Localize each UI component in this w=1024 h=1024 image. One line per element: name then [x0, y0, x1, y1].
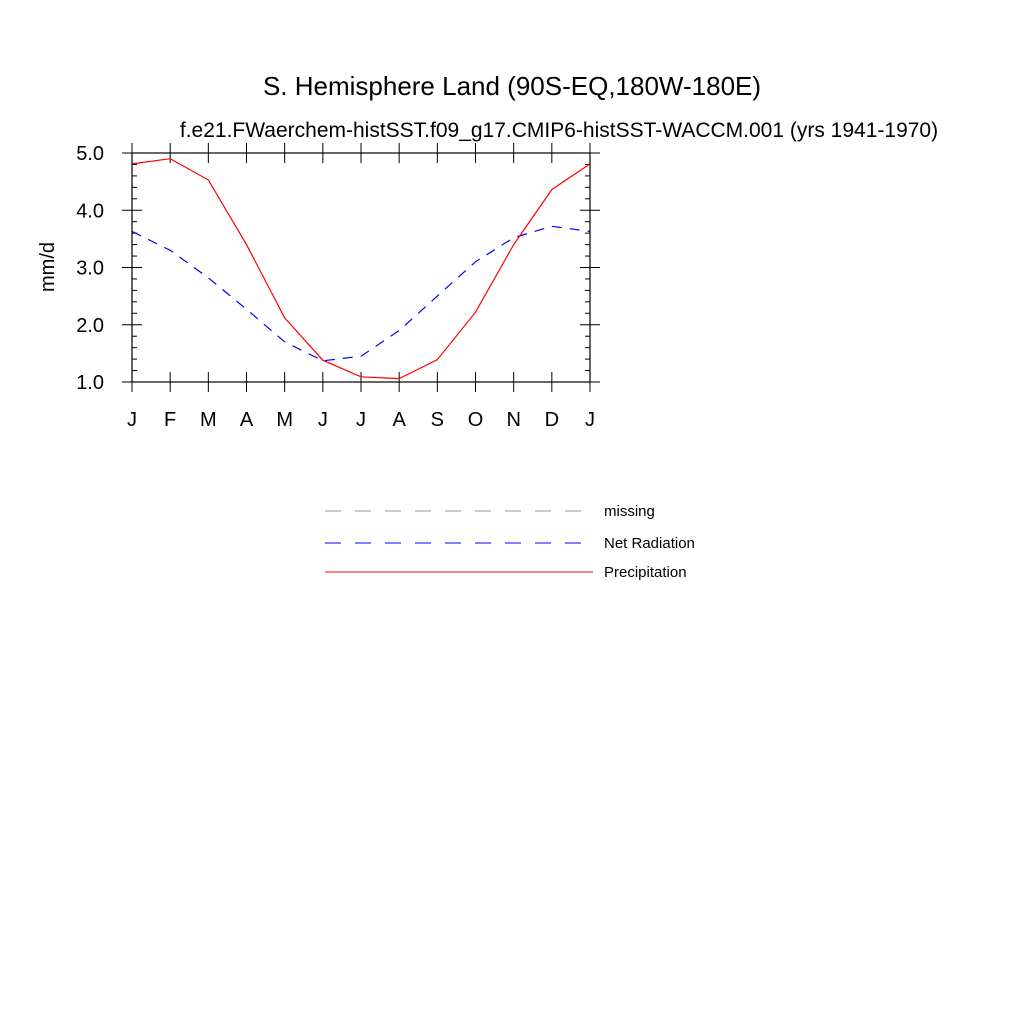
y-tick-labels: 1.0 2.0 3.0 4.0 5.0	[76, 143, 104, 394]
chart-subtitle: f.e21.FWaerchem-histSST.f09_g17.CMIP6-hi…	[180, 119, 938, 142]
chart-title: S. Hemisphere Land (90S-EQ,180W-180E)	[263, 71, 761, 101]
legend: missing Net Radiation Precipitation	[325, 503, 695, 581]
plot-frame	[131, 152, 591, 383]
x-tick-label: D	[545, 409, 559, 431]
legend-label-net-radiation: Net Radiation	[604, 535, 695, 552]
x-tick-label: S	[431, 409, 444, 431]
x-tick-label: J	[318, 409, 328, 431]
x-tick-label: N	[506, 409, 520, 431]
legend-label-missing: missing	[604, 503, 655, 520]
y-axis-label: mm/d	[37, 242, 59, 292]
x-tick-label: A	[392, 409, 406, 431]
x-tick-label: A	[240, 409, 254, 431]
axis-ticks	[122, 143, 600, 392]
legend-label-precipitation: Precipitation	[604, 564, 687, 581]
y-tick-label: 4.0	[76, 200, 104, 222]
x-tick-label: O	[468, 409, 484, 431]
y-tick-label: 3.0	[76, 258, 104, 280]
x-tick-label: J	[585, 409, 595, 431]
x-tick-label: F	[164, 409, 176, 431]
x-tick-label: M	[276, 409, 293, 431]
y-tick-label: 1.0	[76, 372, 104, 394]
y-tick-label: 2.0	[76, 315, 104, 337]
series-line-precipitation	[131, 158, 591, 380]
x-tick-label: J	[356, 409, 366, 431]
series-line-net-radiation	[131, 225, 591, 362]
x-tick-label: M	[200, 409, 217, 431]
x-tick-label: J	[127, 409, 137, 431]
y-tick-label: 5.0	[76, 143, 104, 165]
plot-lines	[131, 158, 591, 380]
